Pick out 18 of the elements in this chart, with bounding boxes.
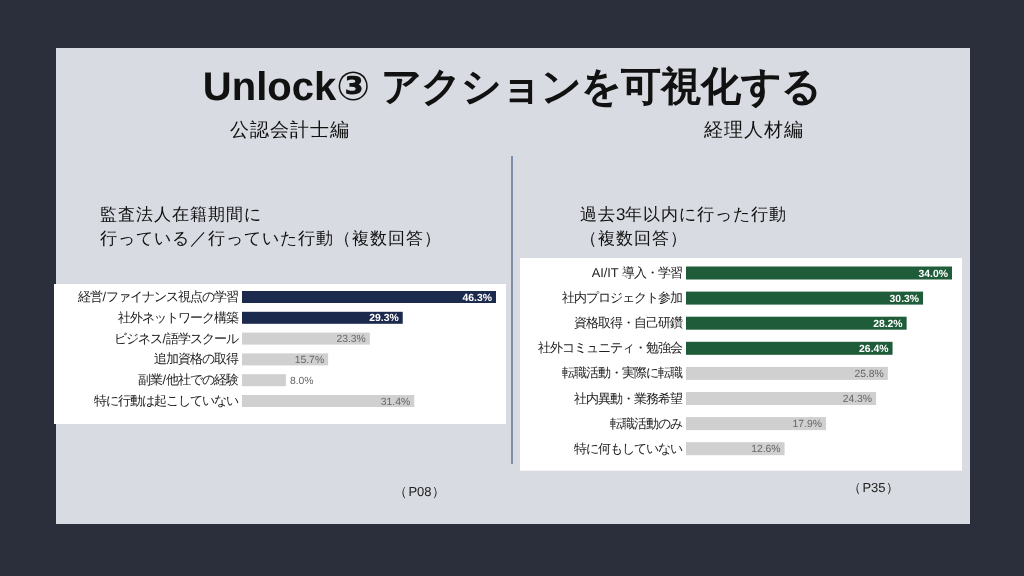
bar <box>686 392 877 405</box>
bar <box>686 266 952 280</box>
bar <box>686 442 785 456</box>
chart-subtitle: 過去3年以内に行った行動（複数回答） <box>580 204 788 248</box>
bar <box>686 417 827 431</box>
bar <box>686 366 888 380</box>
bar <box>242 332 370 345</box>
chart-subtitle: 監査法人在籍期間に行っている／行っていた行動（複数回答） <box>100 204 442 248</box>
bar <box>686 341 893 355</box>
bar <box>686 316 907 330</box>
text: Unlock③ アクションを可視化する <box>202 64 822 110</box>
chart-title: 経理人材編 <box>702 118 804 142</box>
bar <box>686 291 924 305</box>
bar <box>242 311 403 324</box>
chart-title: 公認会計士編 <box>230 118 350 142</box>
bar <box>242 374 286 387</box>
bar <box>242 291 496 303</box>
bar <box>242 395 415 407</box>
